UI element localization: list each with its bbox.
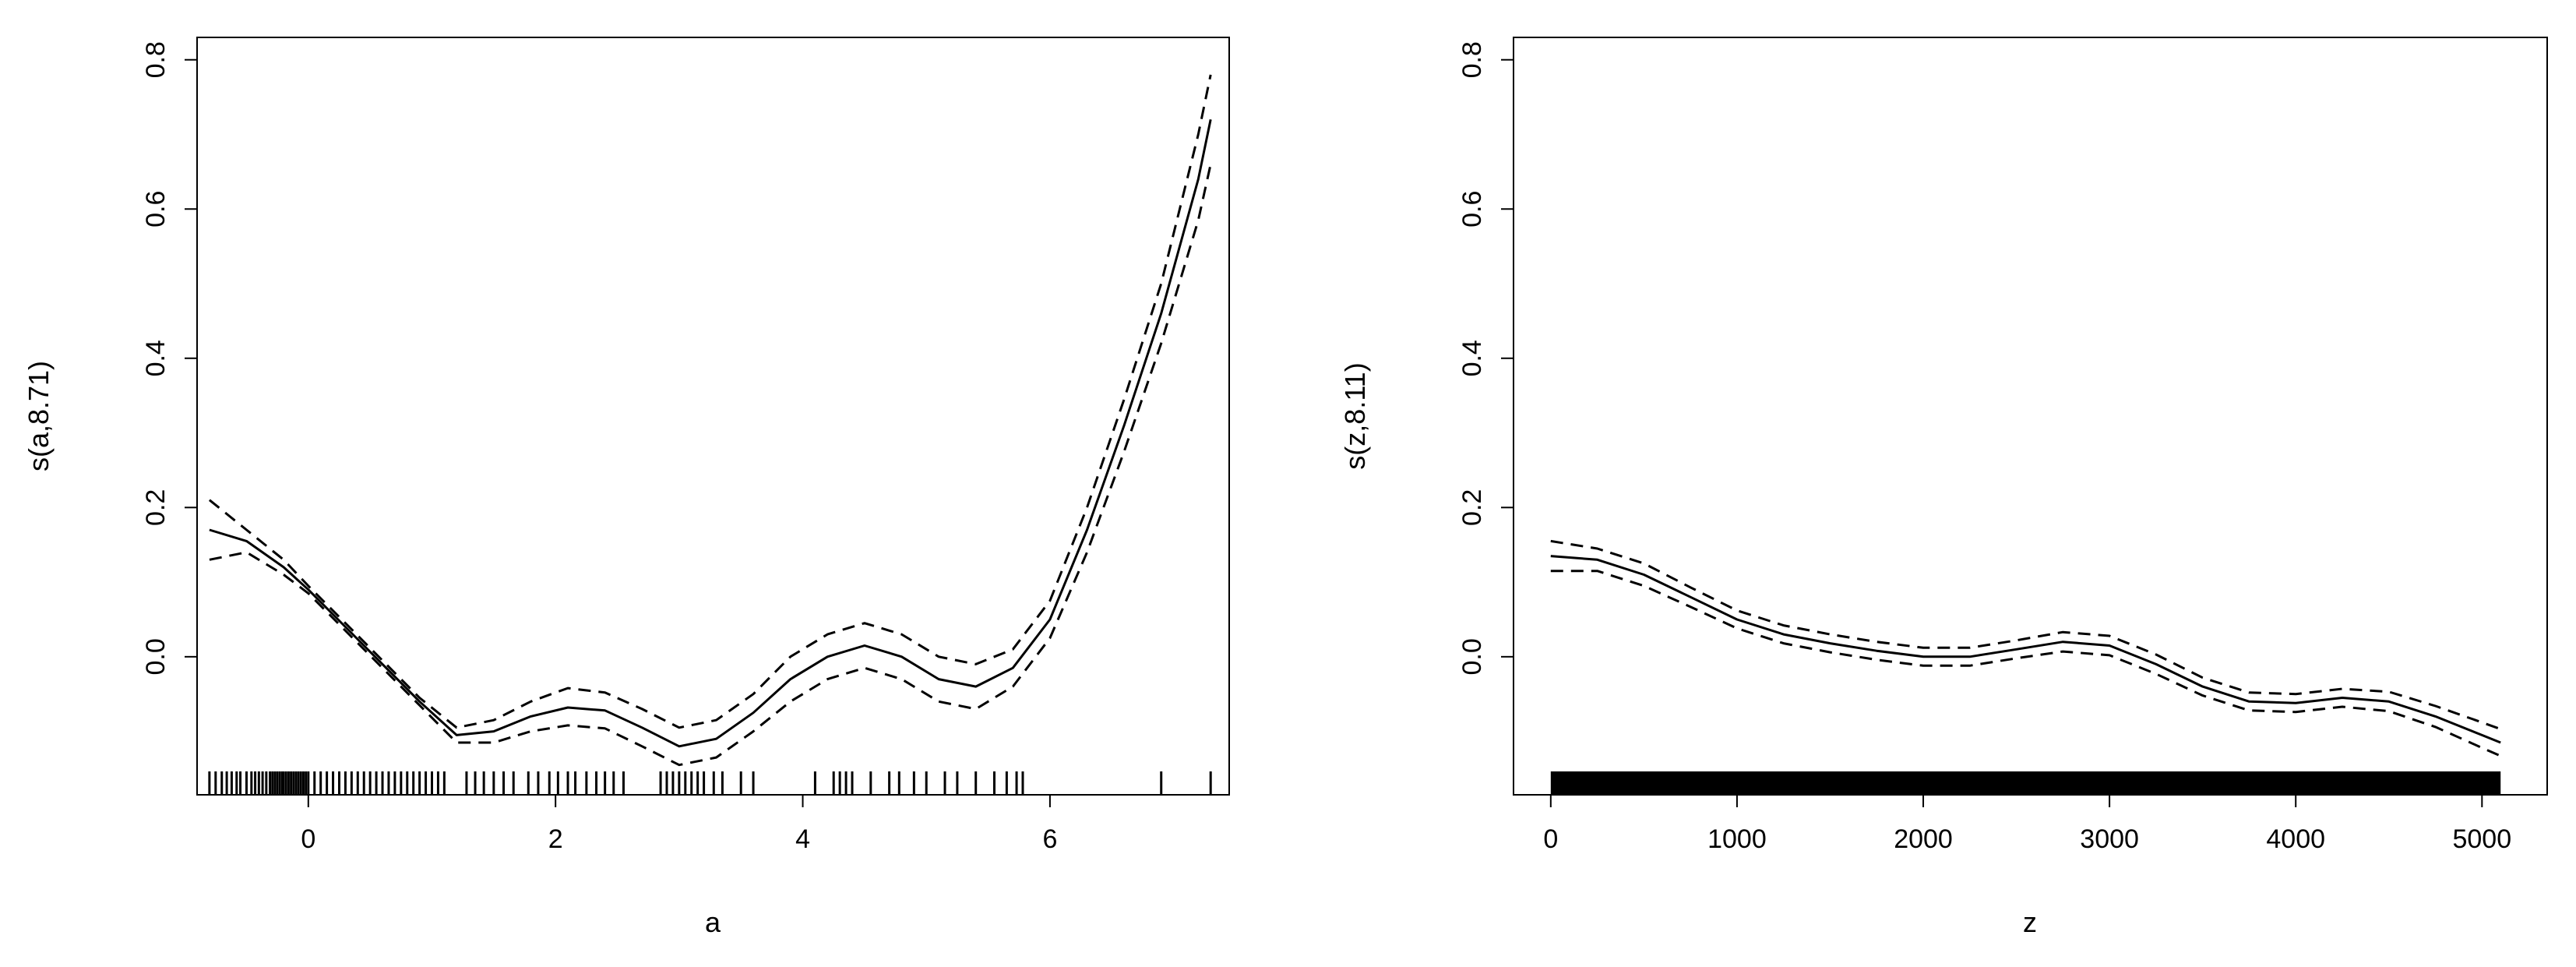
smooth-plot-z: 0 1000 2000 3000 4000 5000 0.0 0.2 0.4 0.6 0.8 z s… (1339, 37, 2548, 938)
y-tick-label: 0.6 (141, 191, 171, 228)
y-tick-label: 0.4 (141, 340, 171, 376)
y-tick-label: 0.0 (141, 638, 171, 675)
y-tick-label: 0.0 (1457, 638, 1487, 675)
smooth-fit-line (209, 118, 1212, 748)
confidence-band-line (209, 164, 1212, 767)
x-axis-label: a (705, 906, 721, 938)
confidence-band-line (1550, 539, 2501, 731)
y-tick-label: 0.8 (1457, 41, 1487, 78)
x-tick-label: 0 (1543, 824, 1558, 854)
rug-band (1550, 771, 2501, 795)
y-axis-label: s(a,8.71) (23, 361, 55, 471)
x-tick-label: 1000 (1707, 824, 1767, 854)
x-axis-label: z (2023, 906, 2037, 938)
confidence-band-line (208, 74, 1212, 729)
x-tick-label: 3000 (2080, 824, 2139, 854)
confidence-band-line (1550, 570, 2501, 757)
y-tick-label: 0.2 (141, 489, 171, 526)
y-tick-label: 0.2 (1457, 489, 1487, 526)
smooth-fit-line (1550, 555, 2501, 744)
y-tick-label: 0.8 (141, 41, 171, 78)
y-tick-label: 0.6 (1457, 191, 1487, 228)
x-tick-label: 0 (301, 824, 315, 854)
x-tick-label: 2 (548, 824, 563, 854)
y-tick-label: 0.4 (1457, 340, 1487, 376)
y-axis-label: s(z,8.11) (1339, 362, 1371, 469)
x-tick-label: 6 (1042, 824, 1057, 854)
x-tick-label: 5000 (2452, 824, 2511, 854)
smooth-plot-a: 0 2 4 6 0.0 0.2 0.4 0.6 0.8 a s(a,8.71) (23, 37, 1230, 938)
x-tick-label: 4 (795, 824, 810, 854)
x-tick-label: 4000 (2266, 824, 2325, 854)
x-tick-label: 2000 (1894, 824, 1953, 854)
